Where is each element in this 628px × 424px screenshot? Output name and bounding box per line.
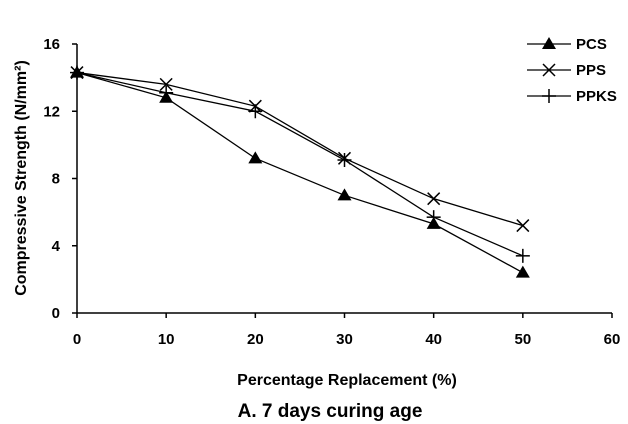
x-tick-label: 50 <box>514 331 531 348</box>
legend-item-ppks: PPKS <box>527 88 617 105</box>
data-point-ppks <box>515 248 530 263</box>
x-tick-label: 60 <box>604 331 621 348</box>
x-axis-ticks: 0 10 20 30 40 50 60 <box>73 313 621 348</box>
data-point-ppks <box>159 85 174 100</box>
x-tick-label: 30 <box>336 331 353 348</box>
y-tick-label: 0 <box>52 305 60 322</box>
y-axis-title: Compressive Strength (N/mm²) <box>13 60 30 296</box>
y-tick-label: 12 <box>43 103 60 120</box>
series-line-pcs <box>76 71 524 274</box>
data-point-ppks <box>337 153 352 168</box>
x-tick-label: 0 <box>73 331 81 348</box>
series-ppks <box>70 65 530 263</box>
legend-marker-pcs <box>542 37 556 49</box>
legend-item-pcs: PCS <box>527 36 607 53</box>
series-line-pps <box>76 71 524 227</box>
legend: PCS PPS PPKS <box>527 36 617 105</box>
legend-label: PPS <box>576 62 606 79</box>
legend-item-pps: PPS <box>527 62 606 79</box>
x-axis-title: Percentage Replacement (%) <box>237 372 457 389</box>
series-line-ppks <box>76 71 524 257</box>
x-tick-label: 10 <box>158 331 175 348</box>
data-point-ppks <box>426 210 441 225</box>
legend-label: PCS <box>576 36 607 53</box>
series-pps <box>70 66 530 233</box>
y-tick-label: 4 <box>52 238 61 255</box>
data-point-pcs <box>337 188 352 201</box>
legend-marker-ppks <box>542 89 556 103</box>
data-point-pcs <box>515 265 530 278</box>
plot-area: 0 10 20 30 40 50 60 0 4 8 12 16 <box>43 36 620 348</box>
data-point-pps <box>159 77 173 91</box>
x-tick-label: 20 <box>247 331 264 348</box>
chart-caption: A. 7 days curing age <box>238 401 423 422</box>
data-point-pcs <box>248 151 263 164</box>
data-point-ppks <box>70 65 84 80</box>
legend-label: PPKS <box>576 88 617 105</box>
series-pcs <box>70 65 530 278</box>
data-point-ppks <box>248 104 263 119</box>
data-point-pps <box>516 219 530 233</box>
x-tick-label: 40 <box>425 331 442 348</box>
series-layer <box>70 65 530 278</box>
y-tick-label: 8 <box>52 171 60 188</box>
data-point-pps <box>427 192 441 206</box>
legend-marker-pps <box>542 63 556 77</box>
y-axis-ticks: 0 4 8 12 16 <box>43 36 77 322</box>
y-tick-label: 16 <box>43 36 60 53</box>
